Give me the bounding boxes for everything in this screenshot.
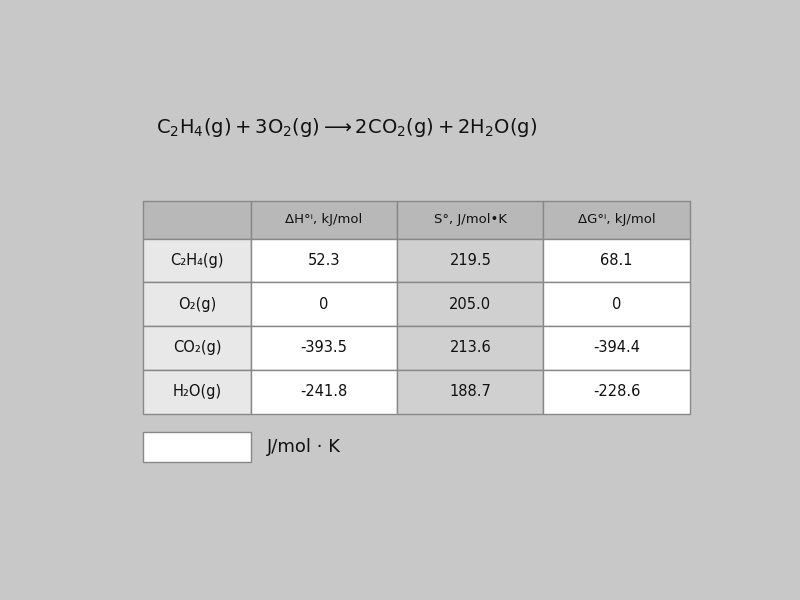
Bar xyxy=(543,370,690,413)
Text: -393.5: -393.5 xyxy=(301,340,347,355)
Bar xyxy=(251,202,398,239)
Text: 213.6: 213.6 xyxy=(450,340,491,355)
Bar xyxy=(398,202,543,239)
Bar xyxy=(143,239,251,283)
Text: 219.5: 219.5 xyxy=(450,253,491,268)
Text: 0: 0 xyxy=(319,297,329,312)
Bar xyxy=(398,370,543,413)
Text: 0: 0 xyxy=(612,297,622,312)
Text: -241.8: -241.8 xyxy=(301,384,348,399)
Bar xyxy=(143,283,251,326)
Bar xyxy=(543,326,690,370)
Bar xyxy=(543,202,690,239)
Bar xyxy=(251,370,398,413)
Text: S°, J/mol•K: S°, J/mol•K xyxy=(434,214,507,226)
Bar xyxy=(251,239,398,283)
Bar xyxy=(543,239,690,283)
Text: CO₂(g): CO₂(g) xyxy=(173,340,222,355)
Bar xyxy=(143,326,251,370)
Text: ΔH°ⁱ, kJ/mol: ΔH°ⁱ, kJ/mol xyxy=(286,214,362,226)
Text: H₂O(g): H₂O(g) xyxy=(173,384,222,399)
Text: 52.3: 52.3 xyxy=(308,253,340,268)
Bar xyxy=(398,283,543,326)
Text: -228.6: -228.6 xyxy=(593,384,640,399)
Bar xyxy=(398,239,543,283)
Text: C₂H₄(g): C₂H₄(g) xyxy=(170,253,224,268)
Bar xyxy=(398,326,543,370)
Text: 205.0: 205.0 xyxy=(450,297,491,312)
Bar xyxy=(251,283,398,326)
Text: $\mathregular{C_2H_4(g) + 3O_2(g) \longrightarrow 2CO_2(g) + 2H_2O(g)}$: $\mathregular{C_2H_4(g) + 3O_2(g) \longr… xyxy=(156,116,537,139)
Text: 188.7: 188.7 xyxy=(450,384,491,399)
Text: J/mol · K: J/mol · K xyxy=(266,439,341,457)
Text: O₂(g): O₂(g) xyxy=(178,297,216,312)
Bar xyxy=(143,202,251,239)
Bar xyxy=(143,433,251,463)
Bar xyxy=(251,326,398,370)
Text: -394.4: -394.4 xyxy=(593,340,640,355)
Bar xyxy=(143,370,251,413)
Text: ΔG°ⁱ, kJ/mol: ΔG°ⁱ, kJ/mol xyxy=(578,214,655,226)
Text: 68.1: 68.1 xyxy=(600,253,633,268)
Bar xyxy=(543,283,690,326)
